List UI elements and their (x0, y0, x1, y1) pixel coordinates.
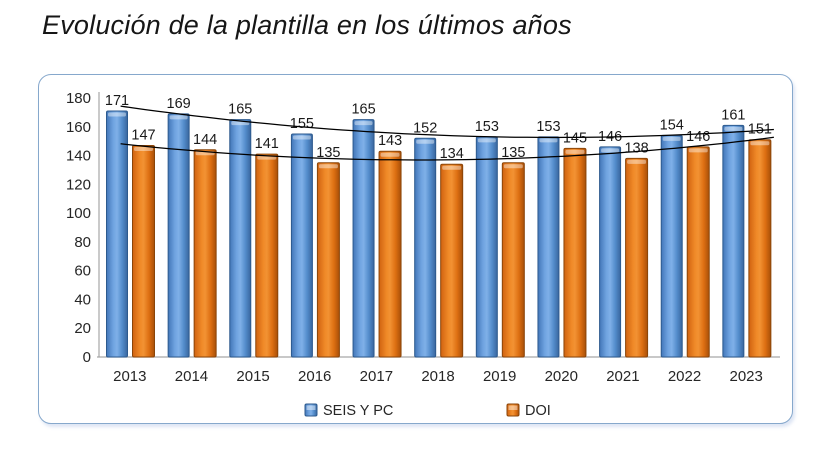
bar-value-label: 154 (660, 117, 684, 133)
y-axis-tick-label: 20 (74, 320, 91, 337)
trendline-doi (120, 136, 774, 161)
bar-seis-y-pc-2021 (599, 146, 622, 358)
y-axis-tick-label: 120 (66, 176, 91, 193)
legend-label-seis-y-pc: SEIS Y PC (323, 403, 393, 419)
bar-top-bevel (318, 164, 338, 169)
x-axis-category-label: 2013 (113, 368, 146, 385)
bar-value-label: 153 (536, 119, 560, 135)
bar-top-bevel (601, 148, 620, 153)
bar-value-label: 135 (316, 145, 340, 161)
x-axis-category-label: 2020 (545, 368, 578, 385)
bar-top-bevel (442, 165, 462, 170)
bar-value-label: 152 (413, 120, 437, 136)
bar-seis-y-pc-2020 (537, 136, 560, 358)
bar-top-bevel (539, 138, 558, 143)
bar-top-bevel (134, 146, 153, 151)
bar-seis-y-pc-2015 (229, 119, 252, 358)
bar-top-bevel (627, 159, 647, 164)
legend-marker-doi (506, 403, 520, 417)
bar-top-bevel (292, 135, 311, 140)
bar-doi-2019 (501, 162, 525, 358)
bar-doi-2014 (193, 149, 217, 358)
y-axis-tick-label: 180 (66, 90, 91, 107)
legend-marker-bevel (306, 405, 316, 410)
chart-card: 0 20 40 60 80 100 120 140 160 180 171 169 165 155 165 1… (38, 74, 793, 424)
legend-label-doi: DOI (525, 403, 551, 419)
bar-top-bevel (416, 139, 435, 144)
y-axis-tick-label: 80 (74, 234, 91, 251)
x-axis-category-label: 2018 (421, 368, 454, 385)
bar-value-label: 145 (563, 130, 587, 146)
bar-doi-2021 (625, 157, 649, 358)
bar-seis-y-pc-2017 (352, 119, 375, 358)
bar-top-bevel (477, 138, 496, 143)
bar-top-bevel (354, 121, 373, 126)
page-title: Evolución de la plantilla en los últimos… (42, 10, 572, 40)
bar-top-bevel (724, 126, 743, 131)
y-axis-tick-label: 0 (83, 349, 91, 366)
bar-value-label: 135 (501, 145, 525, 161)
bar-seis-y-pc-2022 (660, 134, 683, 358)
x-axis-category-label: 2019 (483, 368, 516, 385)
bar-top-bevel (380, 152, 400, 157)
bar-value-label: 147 (131, 127, 155, 143)
bar-seis-y-pc-2013 (106, 110, 128, 358)
bar-value-label: 146 (686, 129, 710, 145)
y-axis-tick-label: 100 (66, 205, 91, 222)
bar-value-label: 153 (475, 119, 499, 135)
bar-top-bevel (503, 164, 523, 169)
x-axis-category-label: 2015 (236, 368, 269, 385)
y-axis-tick-label: 140 (66, 148, 91, 165)
bar-doi-2022 (686, 146, 710, 358)
bar-doi-2017 (378, 150, 402, 358)
bar-value-label: 144 (193, 132, 217, 148)
bar-value-label: 169 (167, 96, 191, 112)
y-axis-tick-label: 60 (74, 263, 91, 280)
x-axis-category-label: 2022 (668, 368, 701, 385)
x-axis-category-label: 2017 (360, 368, 393, 385)
x-axis-category-label: 2016 (298, 368, 331, 385)
bar-value-label: 151 (748, 122, 772, 138)
bar-doi-2016 (316, 162, 340, 358)
x-axis-category-label: 2014 (175, 368, 208, 385)
bar-top-bevel (662, 136, 681, 141)
y-axis-tick-label: 160 (66, 119, 91, 136)
bar-value-label: 143 (378, 133, 402, 149)
bar-seis-y-pc-2018 (414, 137, 437, 358)
bar-value-label: 155 (290, 116, 314, 132)
bar-value-label: 134 (440, 146, 464, 162)
bar-value-label: 165 (228, 102, 252, 118)
bar-value-label: 141 (255, 136, 279, 152)
x-axis-category-label: 2023 (729, 368, 762, 385)
legend-marker-bevel (508, 405, 518, 410)
bar-value-label: 138 (624, 140, 648, 156)
bar-doi-2013 (132, 144, 155, 358)
bar-doi-2015 (255, 153, 279, 358)
bar-value-label: 165 (351, 102, 375, 118)
y-axis-tick-label: 40 (74, 291, 91, 308)
bar-doi-2020 (563, 147, 587, 358)
bar-top-bevel (688, 148, 708, 153)
bar-seis-y-pc-2023 (722, 124, 745, 358)
legend-marker-seis-y-pc (304, 403, 318, 417)
x-axis-category-label: 2021 (606, 368, 639, 385)
bar-top-bevel (169, 115, 188, 120)
bar-seis-y-pc-2016 (290, 133, 313, 358)
bar-doi-2018 (440, 163, 464, 358)
bar-doi-2023 (748, 139, 772, 358)
trendline-seis-y-pc (120, 105, 774, 139)
bar-value-label: 161 (721, 107, 745, 123)
bar-top-bevel (565, 149, 585, 154)
bar-top-bevel (750, 141, 770, 146)
bar-seis-y-pc-2019 (475, 136, 498, 358)
bar-value-label: 171 (105, 93, 129, 109)
bar-top-bevel (108, 112, 126, 117)
